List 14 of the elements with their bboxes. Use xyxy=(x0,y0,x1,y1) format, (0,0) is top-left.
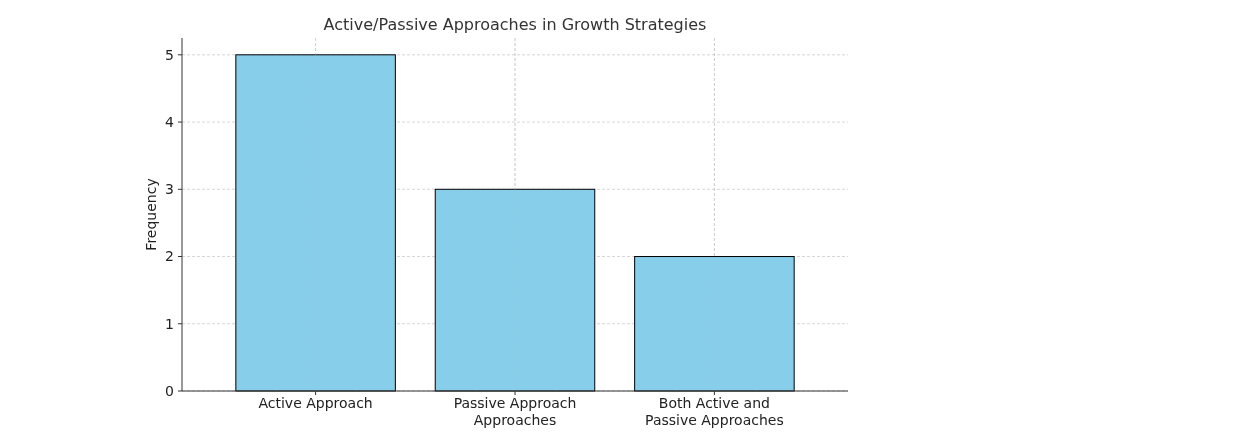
x-tick-label: Passive Approach Approaches xyxy=(453,395,577,428)
y-tick-label: 0 xyxy=(165,382,174,399)
y-tick-label: 5 xyxy=(165,46,174,63)
chart-title: Active/Passive Approaches in Growth Strategies xyxy=(323,15,707,34)
y-axis-title: Frequency xyxy=(143,178,159,251)
y-tick-label: 3 xyxy=(165,181,174,198)
bar xyxy=(434,188,596,392)
x-tick-label: Active Approach xyxy=(258,395,373,411)
bar xyxy=(634,256,795,392)
x-tick-label: Both Active and Passive Approaches xyxy=(645,395,784,428)
y-tick-label: 4 xyxy=(165,113,175,130)
y-tick-label: 1 xyxy=(165,315,174,332)
y-tick-label: 2 xyxy=(165,248,174,265)
bar xyxy=(235,54,396,392)
